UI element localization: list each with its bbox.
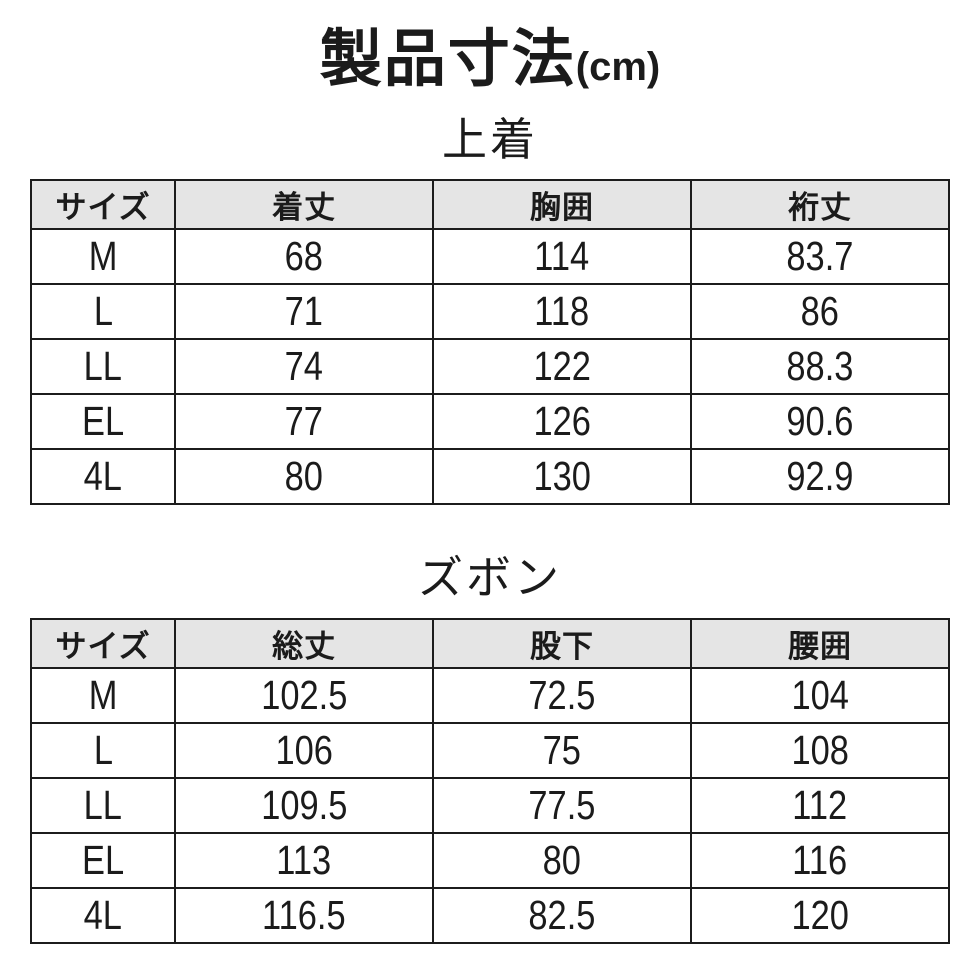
measurement-cell: 82.5 xyxy=(432,887,693,945)
measurement-cell: 116.5 xyxy=(174,887,435,945)
measurement-cell: 88.3 xyxy=(690,338,950,396)
column-header-size: サイズ xyxy=(29,179,177,231)
measurement-cell: 113 xyxy=(174,832,435,890)
size-cell: EL xyxy=(29,393,177,451)
measurement-cell: 120 xyxy=(690,887,950,945)
measurement-cell: 68 xyxy=(174,228,435,286)
table-row: 4L 116.5 82.5 120 xyxy=(29,887,950,945)
table-row: LL 109.5 77.5 112 xyxy=(29,777,950,835)
measurement-cell: 75 xyxy=(432,722,693,780)
measurement-cell: 83.7 xyxy=(690,228,950,286)
size-cell: L xyxy=(29,722,177,780)
measurement-cell: 122 xyxy=(432,338,693,396)
measurement-cell: 114 xyxy=(432,228,693,286)
column-header-chest: 胸囲 xyxy=(432,179,693,231)
measurement-cell: 112 xyxy=(690,777,950,835)
size-cell: M xyxy=(29,667,177,725)
pants-header-row: サイズ 総丈 股下 腰囲 xyxy=(29,618,950,670)
column-header-hip: 腰囲 xyxy=(690,618,950,670)
pants-size-table: サイズ 総丈 股下 腰囲 M 102.5 72.5 104 L 106 75 1… xyxy=(29,618,950,945)
table-row: L 71 118 86 xyxy=(29,283,950,341)
section-heading-pants: ズボン xyxy=(417,552,562,604)
measurement-cell: 80 xyxy=(432,832,693,890)
jacket-size-table: サイズ 着丈 胸囲 裄丈 M 68 114 83.7 L 71 118 86 L… xyxy=(29,179,950,506)
measurement-cell: 71 xyxy=(174,283,435,341)
column-header-total-length: 総丈 xyxy=(174,618,435,670)
measurement-cell: 130 xyxy=(432,448,693,506)
column-header-inseam: 股下 xyxy=(432,618,693,670)
measurement-cell: 109.5 xyxy=(174,777,435,835)
table-row: M 102.5 72.5 104 xyxy=(29,667,950,725)
page-title: 製品寸法(cm) xyxy=(0,0,980,95)
measurement-cell: 74 xyxy=(174,338,435,396)
column-header-body-length: 着丈 xyxy=(174,179,435,231)
size-cell: LL xyxy=(29,777,177,835)
measurement-cell: 116 xyxy=(690,832,950,890)
page-title-unit: (cm) xyxy=(575,45,661,89)
jacket-header-row: サイズ 着丈 胸囲 裄丈 xyxy=(29,179,950,231)
size-cell: 4L xyxy=(29,448,177,506)
section-heading-jacket: 上着 xyxy=(441,114,538,166)
size-cell: M xyxy=(29,228,177,286)
table-row: EL 113 80 116 xyxy=(29,832,950,890)
size-cell: L xyxy=(29,283,177,341)
measurement-cell: 90.6 xyxy=(690,393,950,451)
measurement-cell: 86 xyxy=(690,283,950,341)
size-cell: LL xyxy=(29,338,177,396)
measurement-cell: 126 xyxy=(432,393,693,451)
measurement-cell: 77.5 xyxy=(432,777,693,835)
measurement-cell: 77 xyxy=(174,393,435,451)
measurement-cell: 108 xyxy=(690,722,950,780)
size-cell: 4L xyxy=(29,887,177,945)
measurement-cell: 106 xyxy=(174,722,435,780)
measurement-cell: 102.5 xyxy=(174,667,435,725)
measurement-cell: 80 xyxy=(174,448,435,506)
measurement-cell: 118 xyxy=(432,283,693,341)
page-title-main: 製品寸法 xyxy=(319,25,576,94)
table-row: LL 74 122 88.3 xyxy=(29,338,950,396)
table-row: M 68 114 83.7 xyxy=(29,228,950,286)
measurement-cell: 92.9 xyxy=(690,448,950,506)
column-header-sleeve: 裄丈 xyxy=(690,179,950,231)
table-row: L 106 75 108 xyxy=(29,722,950,780)
measurement-cell: 72.5 xyxy=(432,667,693,725)
measurement-cell: 104 xyxy=(690,667,950,725)
size-cell: EL xyxy=(29,832,177,890)
column-header-size: サイズ xyxy=(29,618,177,670)
table-row: 4L 80 130 92.9 xyxy=(29,448,950,506)
table-row: EL 77 126 90.6 xyxy=(29,393,950,451)
